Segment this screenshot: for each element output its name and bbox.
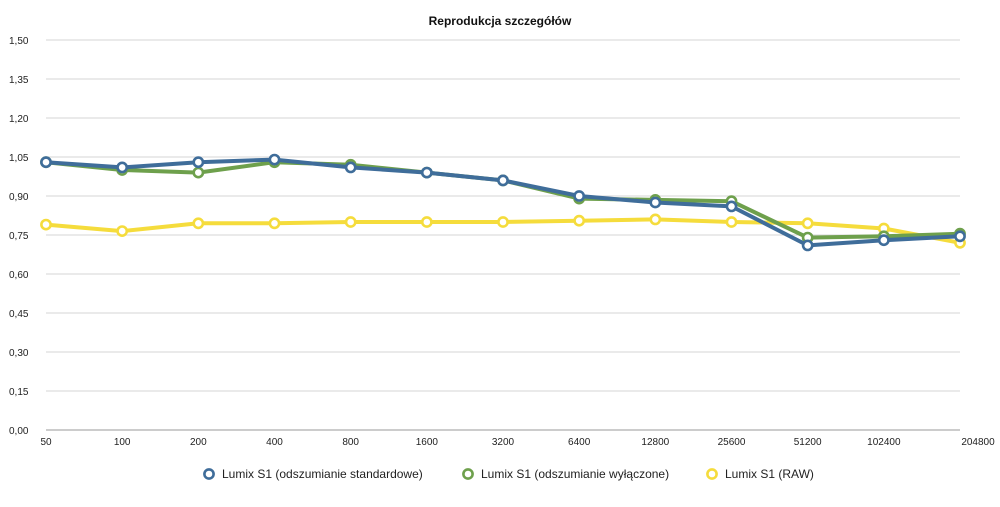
data-point bbox=[344, 161, 357, 174]
x-tick-label: 800 bbox=[342, 437, 359, 448]
data-point bbox=[801, 239, 814, 252]
legend-label: Lumix S1 (odszumianie wyłączone) bbox=[481, 467, 669, 481]
x-tick-label: 1600 bbox=[416, 437, 439, 448]
data-point bbox=[801, 217, 814, 230]
legend-marker bbox=[462, 468, 474, 480]
series-3 bbox=[40, 213, 966, 249]
x-tick-label: 51200 bbox=[794, 437, 822, 448]
legend-item: Lumix S1 (odszumianie standardowe) bbox=[203, 467, 423, 481]
series-lines bbox=[40, 153, 966, 252]
data-point bbox=[268, 217, 281, 230]
data-point bbox=[40, 156, 52, 169]
legend-label: Lumix S1 (RAW) bbox=[725, 467, 814, 481]
data-point bbox=[192, 166, 205, 179]
x-tick-label: 102400 bbox=[867, 437, 901, 448]
legend: Lumix S1 (odszumianie standardowe) Lumix … bbox=[203, 467, 814, 481]
y-tick-label: 0,15 bbox=[9, 387, 29, 398]
data-point bbox=[877, 234, 890, 247]
data-point bbox=[497, 174, 509, 187]
legend-marker bbox=[203, 468, 215, 480]
data-point bbox=[192, 156, 205, 169]
data-point bbox=[192, 217, 205, 230]
y-tick-label: 0,75 bbox=[9, 231, 29, 242]
data-point bbox=[725, 216, 738, 228]
y-tick-label: 1,05 bbox=[9, 153, 29, 164]
data-point bbox=[344, 216, 357, 228]
data-point bbox=[573, 190, 586, 202]
x-tick-label: 200 bbox=[190, 437, 207, 448]
y-tick-label: 1,50 bbox=[9, 36, 29, 47]
y-tick-label: 0,30 bbox=[9, 348, 29, 359]
data-point bbox=[725, 200, 738, 213]
data-point bbox=[116, 225, 129, 237]
chart-title: Reprodukcja szczegółów bbox=[429, 14, 572, 28]
x-axis-ticks: 50 100 200 400 800 1600 3200 6400 12800 25600 5120… bbox=[40, 437, 995, 448]
legend-item: Lumix S1 (odszumianie wyłączone) bbox=[462, 467, 669, 481]
y-tick-label: 1,35 bbox=[9, 75, 29, 86]
y-tick-label: 0,00 bbox=[9, 426, 29, 437]
data-point bbox=[116, 161, 129, 174]
series-2 bbox=[40, 156, 966, 244]
gridlines bbox=[46, 39, 960, 431]
legend-label: Lumix S1 (odszumianie standardowe) bbox=[222, 467, 423, 481]
data-point bbox=[649, 213, 662, 226]
x-tick-label: 6400 bbox=[568, 437, 591, 448]
x-tick-label: 204800 bbox=[961, 437, 995, 448]
x-tick-label: 400 bbox=[266, 437, 283, 448]
x-tick-label: 3200 bbox=[492, 437, 515, 448]
series-1 bbox=[40, 153, 966, 252]
x-tick-label: 12800 bbox=[641, 437, 669, 448]
data-point bbox=[497, 216, 509, 228]
y-tick-label: 0,60 bbox=[9, 270, 29, 281]
data-point bbox=[420, 166, 433, 179]
legend-marker bbox=[706, 468, 718, 480]
y-tick-label: 1,20 bbox=[9, 114, 29, 125]
x-tick-label: 25600 bbox=[718, 437, 746, 448]
y-tick-label: 0,45 bbox=[9, 309, 29, 320]
data-point bbox=[649, 196, 662, 209]
data-point bbox=[420, 216, 433, 228]
x-tick-label: 50 bbox=[40, 437, 52, 448]
data-point bbox=[268, 153, 281, 166]
data-point bbox=[954, 230, 966, 243]
legend-item: Lumix S1 (RAW) bbox=[706, 467, 814, 481]
data-point bbox=[573, 214, 586, 227]
y-axis-ticks: 0,00 0,15 0,30 0,45 0,60 0,75 0,90 1,05 1,20 1,35… bbox=[9, 36, 29, 437]
data-point bbox=[40, 218, 52, 231]
y-tick-label: 0,90 bbox=[9, 192, 29, 203]
x-tick-label: 100 bbox=[114, 437, 131, 448]
